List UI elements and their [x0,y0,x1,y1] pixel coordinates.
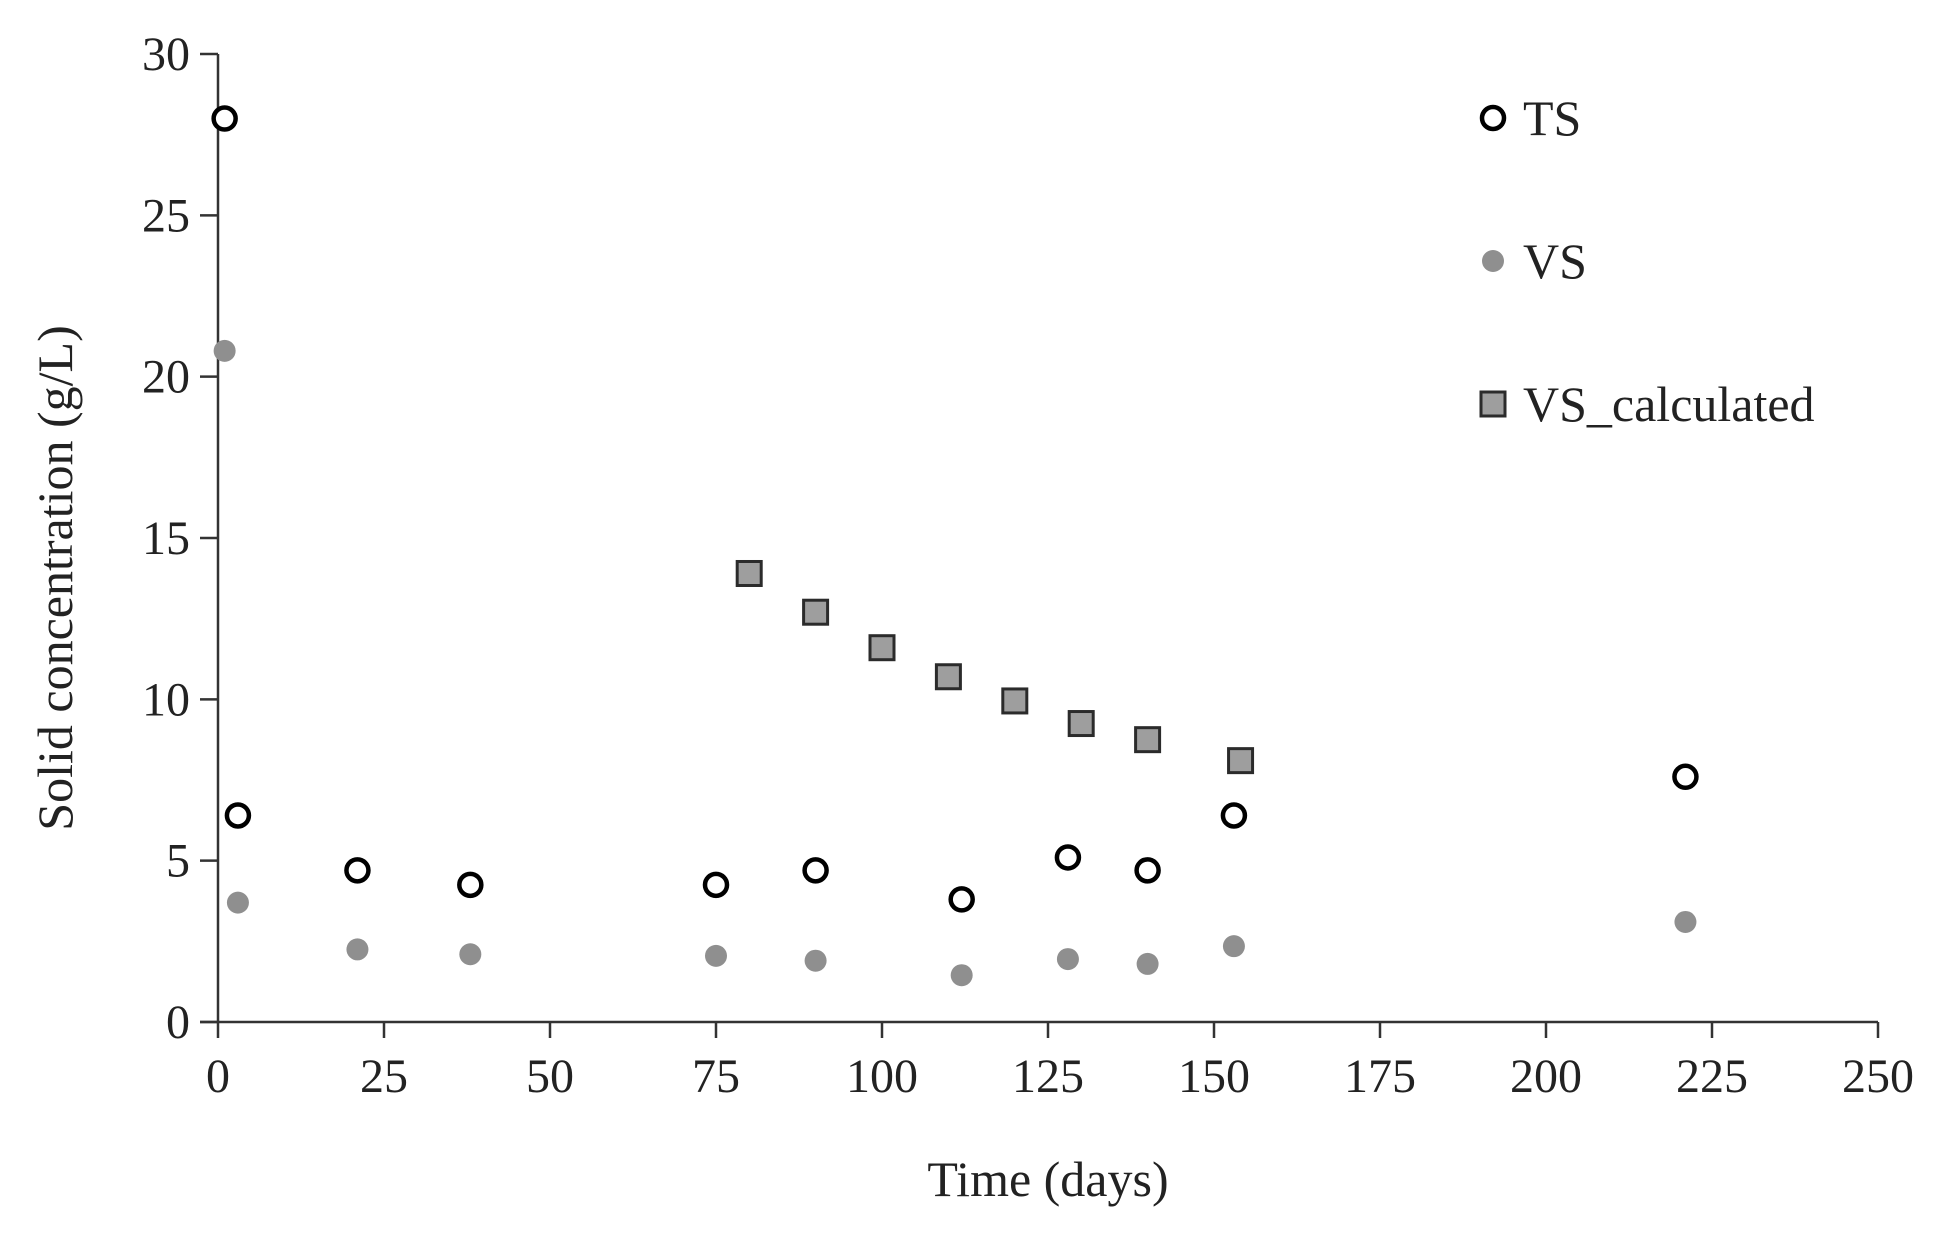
x-tick-label: 150 [1178,1050,1250,1103]
ticks: 0 5 10 15 20 25 30 0 25 50 75 100 125 150 175 200 225 250 [142,28,1914,1103]
data-point [211,105,238,132]
series-ts [211,105,1699,913]
data-points [211,105,1699,987]
y-tick-label: 15 [142,512,190,565]
axes [200,54,1878,1024]
series-vs-calculated [735,559,1255,775]
x-tick-label: 225 [1676,1050,1748,1103]
data-point [1054,844,1082,871]
data-point [950,964,973,987]
data-point [346,938,369,961]
data-point [1222,935,1245,958]
legend-label: VS [1523,233,1587,289]
data-point [1136,952,1159,975]
data-point [224,802,252,829]
data-point [948,886,975,913]
legend-label: TS [1523,90,1581,146]
data-point [1674,910,1697,933]
y-axis-label: Solid concentration (g/L) [27,325,83,830]
data-point [1001,687,1029,715]
data-point [802,598,830,626]
data-point [1672,763,1699,791]
data-point [1227,747,1255,775]
x-tick-label: 25 [360,1050,408,1103]
legend-marker [1479,104,1507,132]
legend-label: VS_calculated [1523,376,1815,432]
data-point [213,339,236,362]
x-tick-label: 175 [1344,1050,1416,1103]
legend-marker [1482,250,1504,272]
data-point [1056,948,1079,971]
data-point [868,634,896,662]
data-point [344,857,371,884]
legend-marker [1479,390,1507,418]
y-tick-label: 0 [166,996,190,1049]
data-point [1134,726,1162,754]
y-tick-label: 10 [142,673,190,726]
data-point [1067,710,1095,738]
x-tick-label: 100 [846,1050,918,1103]
x-tick-label: 250 [1842,1050,1914,1103]
data-point [735,559,763,587]
x-axis-label: Time (days) [927,1151,1168,1207]
x-tick-label: 0 [206,1050,230,1103]
legend-item: VS [1482,233,1587,289]
x-tick-label: 125 [1012,1050,1084,1103]
x-tick-label: 50 [526,1050,574,1103]
legend-item: TS [1479,90,1581,146]
series-vs [213,339,1697,987]
x-tick-label: 75 [692,1050,740,1103]
data-point [702,871,730,899]
data-point [934,663,962,691]
y-tick-label: 5 [166,835,190,888]
y-tick-label: 20 [142,351,190,404]
data-point [1134,857,1161,884]
data-point [226,891,249,914]
x-tick-label: 200 [1510,1050,1582,1103]
data-point [705,944,727,967]
y-tick-label: 30 [142,28,190,81]
data-point [1220,802,1248,829]
y-tick-label: 25 [142,189,190,242]
legend-item: VS_calculated [1479,376,1815,432]
legend: TS VS VS_calculated [1479,90,1815,432]
data-point [802,857,829,884]
data-point [804,949,827,972]
data-point [457,871,484,899]
data-point [459,943,482,966]
